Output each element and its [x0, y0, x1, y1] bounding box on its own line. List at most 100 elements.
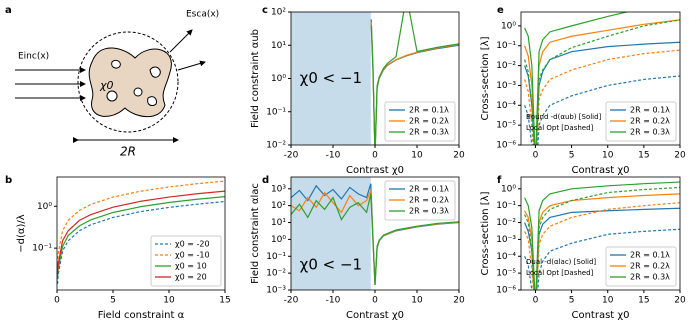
x-tick-label: 10 — [602, 151, 614, 161]
annotation: χ0 < −1 — [300, 69, 362, 87]
annotation: Bound -d(αub) [Solid] — [526, 113, 602, 121]
legend-label: 2R = 0.2λ — [409, 117, 449, 126]
y-tick-label: 10⁰ — [501, 21, 516, 31]
scattered-label: Esca(x) — [186, 10, 219, 20]
series-line — [524, 186, 680, 290]
legend-box — [605, 101, 677, 142]
axes-frame — [520, 11, 681, 146]
y-tick-label: 10⁻⁶ — [496, 141, 516, 151]
y-tick-label: 10⁻¹ — [496, 201, 516, 211]
annotation: Local Opt [Dashed] — [526, 269, 594, 277]
annotation: Dual -d(αlac) [Solid] — [526, 258, 596, 266]
panel: c -20 -10 0 10 20 10⁻² 10⁻¹ 10⁰ 10¹ 10² Contrast χ0… — [250, 5, 465, 176]
series-line — [524, 228, 680, 290]
x-tick-label: 15 — [219, 296, 230, 306]
legend-label: χ0 = -10 — [175, 251, 210, 260]
panel-label: f — [497, 175, 502, 186]
y-axis-label: Cross-section [λ] — [480, 191, 491, 275]
scattered-arrow — [169, 29, 193, 53]
x-tick-label: 5 — [569, 296, 575, 306]
x-tick-label: 15 — [638, 151, 649, 161]
y-tick-label: 10¹ — [271, 41, 286, 51]
legend-box — [384, 101, 456, 142]
panel-label: e — [497, 5, 504, 16]
legend-label: 2R = 0.3λ — [630, 128, 670, 137]
series-line — [291, 193, 459, 285]
series-line — [524, 19, 680, 145]
shaded-region — [291, 12, 371, 145]
x-tick-label: 20 — [453, 296, 465, 306]
legend-label: 2R = 0.1λ — [409, 185, 449, 194]
legend-label: 2R = 0.2λ — [630, 117, 670, 126]
legend-label: 2R = 0.1λ — [630, 251, 670, 260]
incident-label: Einc(x) — [18, 52, 49, 62]
annotation: χ0 < −1 — [300, 256, 362, 274]
y-tick-label: 10⁰ — [37, 202, 52, 212]
x-tick-label: -10 — [326, 296, 341, 306]
y-tick-label: 10⁻¹ — [32, 244, 52, 254]
legend-label: χ0 = -20 — [175, 240, 210, 249]
panel: b 0 5 10 15 10⁻¹ 10⁰ Field constraint α −d(α)/λ χ… — [5, 175, 231, 321]
y-axis-label: Field constraint αlac — [250, 183, 261, 284]
x-axis-label: Contrast χ0 — [571, 310, 629, 321]
plot-area — [57, 180, 225, 284]
size-label: 2R — [120, 145, 136, 159]
panel-label: c — [262, 5, 268, 16]
y-tick-label: 10⁻⁶ — [496, 286, 516, 296]
panel: d -20 -10 0 10 20 10⁻³ 10⁻² 10⁻¹ 10⁰ 10¹ 10² 10³ Cont… — [250, 175, 465, 321]
series-line — [524, 19, 680, 145]
boundary-circle — [77, 31, 179, 133]
y-tick-label: 10⁻⁵ — [496, 121, 516, 131]
void — [106, 90, 118, 102]
annotation: Local Opt [Dashed] — [526, 124, 594, 132]
x-tick-label: 0 — [372, 296, 378, 306]
x-tick-label: 20 — [453, 151, 465, 161]
series-line — [57, 180, 225, 264]
x-tick-label: -20 — [284, 296, 299, 306]
y-tick-label: 10⁰ — [271, 235, 286, 245]
y-tick-label: 10¹ — [271, 218, 286, 228]
legend-label: 2R = 0.2λ — [409, 196, 449, 205]
y-tick-label: 10⁻¹ — [266, 252, 286, 262]
y-tick-label: 10⁻⁴ — [496, 101, 516, 111]
y-tick-label: 10³ — [271, 184, 286, 194]
series-line — [524, 12, 630, 145]
x-tick-label: 5 — [110, 296, 116, 306]
panel-label: b — [5, 175, 12, 186]
panel-label: a — [5, 5, 12, 16]
material-label: χ0 — [99, 79, 114, 92]
series-line — [57, 190, 225, 275]
legend-box — [605, 246, 677, 287]
x-tick-label: 0 — [54, 296, 60, 306]
legend-label: 2R = 0.1λ — [409, 106, 449, 115]
x-tick-label: 10 — [411, 151, 423, 161]
x-axis-label: Contrast χ0 — [346, 165, 404, 176]
series-line — [524, 49, 680, 145]
y-tick-label: 10⁻³ — [496, 235, 516, 245]
y-tick-label: 10⁻⁴ — [496, 252, 516, 262]
void — [133, 87, 143, 97]
x-tick-label: 15 — [638, 296, 649, 306]
y-tick-label: 10⁻² — [496, 61, 516, 71]
x-tick-label: 20 — [674, 296, 686, 306]
legend-label: χ0 = 20 — [175, 273, 207, 282]
y-tick-label: 10⁻² — [266, 269, 286, 279]
x-tick-label: 20 — [674, 151, 686, 161]
plot-area — [524, 12, 680, 145]
axes-frame — [56, 176, 226, 291]
x-axis-label: Contrast χ0 — [346, 310, 404, 321]
legend-label: 2R = 0.2λ — [630, 262, 670, 271]
plot-area — [291, 12, 459, 145]
series-line — [57, 200, 225, 284]
panel: e 0 5 10 15 20 10⁻⁶ 10⁻⁵ 10⁻⁴ 10⁻³ 10⁻² 10⁻¹ 10⁰ Cont… — [480, 5, 686, 176]
legend-box — [384, 180, 456, 221]
series-line — [524, 193, 680, 290]
series-line — [524, 181, 680, 290]
y-axis-label: Field constraint αub — [250, 29, 261, 128]
x-tick-label: 10 — [163, 296, 175, 306]
void — [147, 96, 157, 107]
plot-area — [524, 181, 680, 290]
y-tick-label: 10⁻³ — [496, 81, 516, 91]
legend-label: 2R = 0.3λ — [409, 128, 449, 137]
